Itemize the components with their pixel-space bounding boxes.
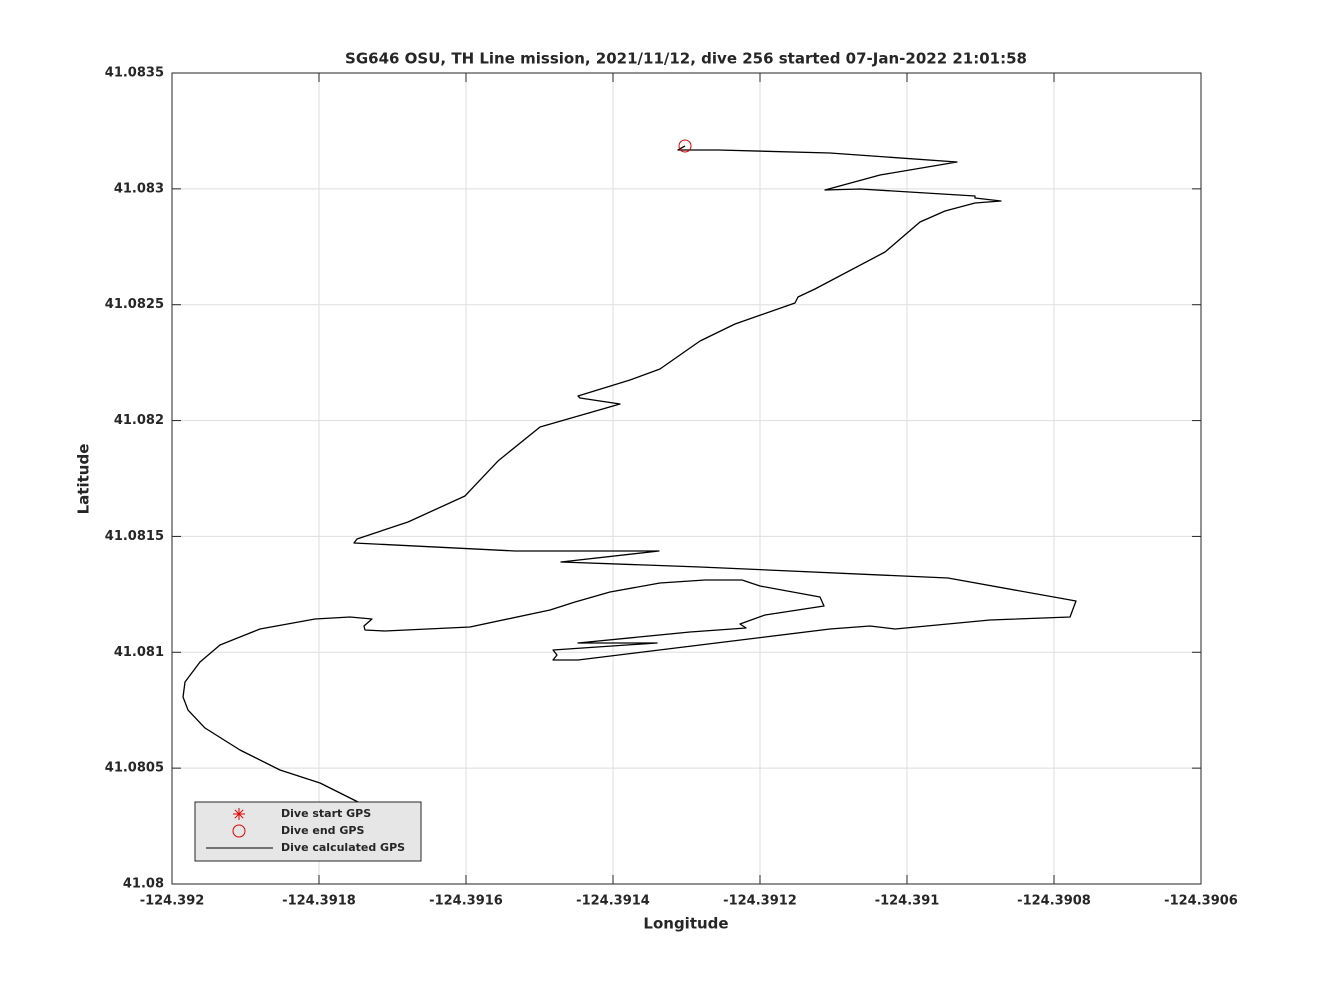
y-tick-label: 41.081 xyxy=(114,645,164,660)
legend-symbol xyxy=(232,824,246,838)
legend: Dive start GPS Dive end GPS Dive calculate… xyxy=(194,801,422,862)
legend-label: Dive start GPS xyxy=(281,807,371,820)
y-tick-label: 41.083 xyxy=(114,181,164,196)
legend-label: Dive calculated GPS xyxy=(281,841,405,854)
x-tick-label: -124.392 xyxy=(140,894,205,909)
plot-frame xyxy=(171,72,1202,885)
y-tick-label: 41.08 xyxy=(123,877,164,892)
legend-symbol xyxy=(233,808,245,820)
y-tick-label: 41.0815 xyxy=(105,529,164,544)
y-tick-label: 41.0825 xyxy=(105,297,164,312)
x-tick-label: -124.3912 xyxy=(723,894,797,909)
x-tick-label: -124.3916 xyxy=(429,894,503,909)
track-line xyxy=(182,145,1077,820)
y-tick-label: 41.082 xyxy=(114,413,164,428)
x-tick-label: -124.3906 xyxy=(1164,894,1238,909)
y-tick-label: 41.0835 xyxy=(105,66,164,81)
legend-label: Dive end GPS xyxy=(281,824,364,837)
chart-title: SG646 OSU, TH Line mission, 2021/11/12, … xyxy=(345,50,1027,68)
x-tick-label: -124.391 xyxy=(875,894,940,909)
y-tick-label: 41.0805 xyxy=(105,761,164,776)
x-axis-label: Longitude xyxy=(643,915,728,933)
x-tick-label: -124.3908 xyxy=(1017,894,1091,909)
y-axis-label: Latitude xyxy=(75,444,93,515)
x-tick-label: -124.3914 xyxy=(576,894,650,909)
end-marker xyxy=(678,139,692,153)
x-tick-label: -124.3918 xyxy=(282,894,356,909)
